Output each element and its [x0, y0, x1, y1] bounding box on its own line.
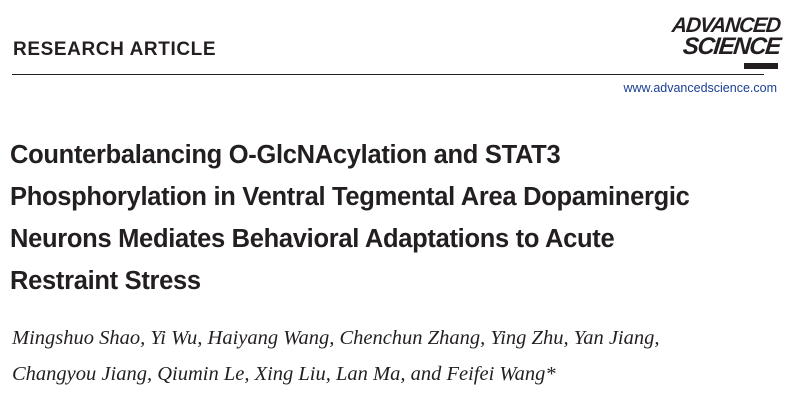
- journal-url-link[interactable]: www.advancedscience.com: [623, 81, 777, 95]
- title-line: Phosphorylation in Ventral Tegmental Are…: [10, 183, 690, 211]
- title-line: Counterbalancing O-GlcNAcylation and STA…: [10, 141, 561, 169]
- section-label: RESEARCH ARTICLE: [13, 39, 217, 60]
- title-line: Restraint Stress: [10, 267, 201, 295]
- logo-mark-icon: [744, 63, 778, 69]
- title-line: Neurons Mediates Behavioral Adaptations …: [10, 225, 615, 253]
- article-title: Counterbalancing O-GlcNAcylation and STA…: [10, 134, 790, 302]
- author-list: Mingshuo Shao, Yi Wu, Haiyang Wang, Chen…: [12, 320, 792, 392]
- journal-logo: ADVANCED SCIENCE: [650, 14, 782, 76]
- author-line: Changyou Jiang, Qiumin Le, Xing Liu, Lan…: [12, 363, 556, 385]
- journal-logo-line2: SCIENCE: [681, 33, 782, 60]
- header-divider: [12, 74, 764, 75]
- author-line: Mingshuo Shao, Yi Wu, Haiyang Wang, Chen…: [12, 327, 660, 349]
